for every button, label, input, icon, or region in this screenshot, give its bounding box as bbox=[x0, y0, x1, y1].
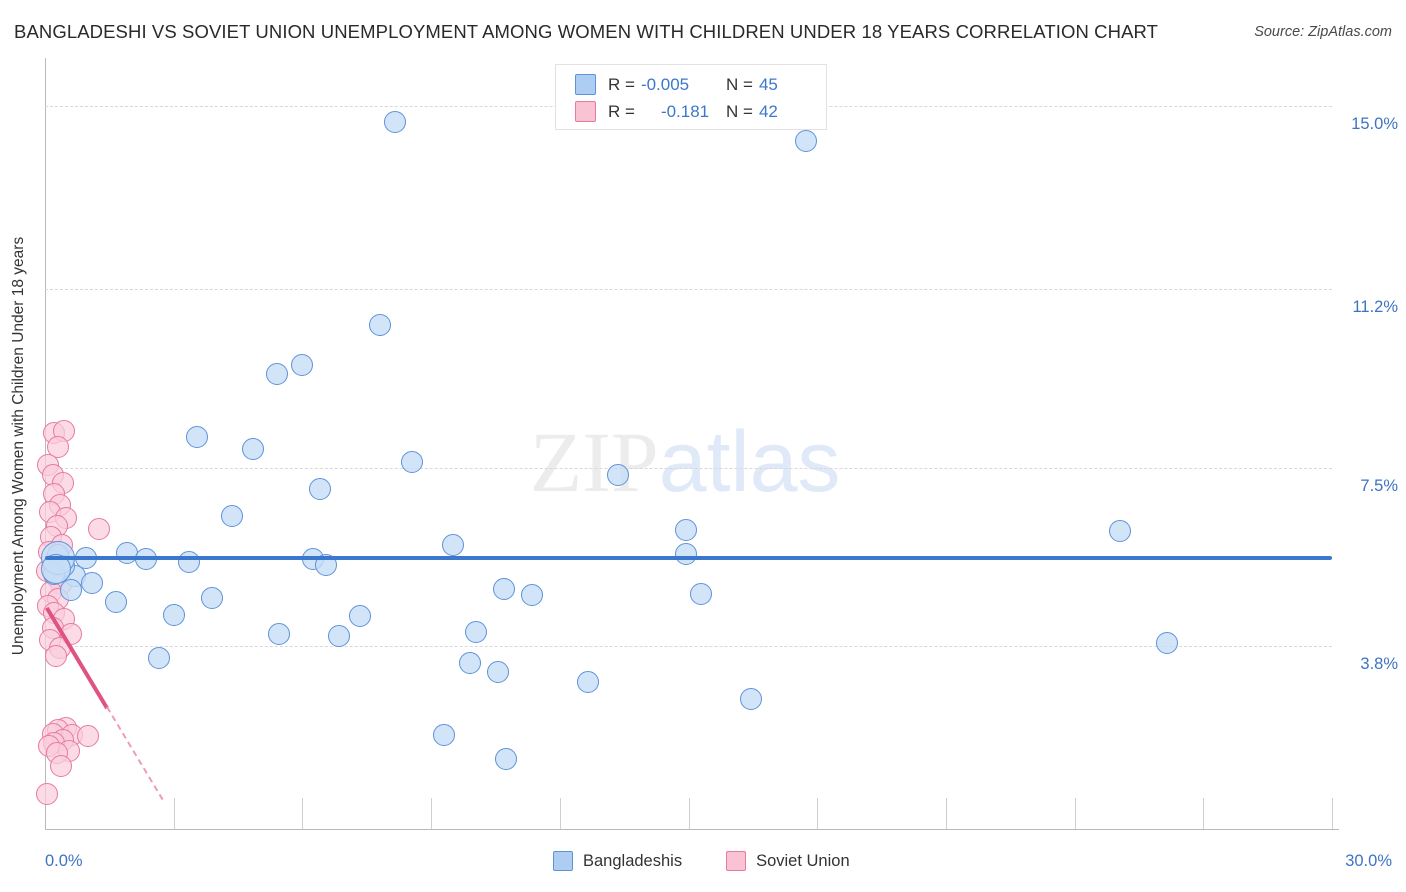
stats-r-value-bangladeshis: -0.005 bbox=[640, 74, 690, 94]
plot-area: ZIPatlas bbox=[45, 58, 1332, 829]
x-axis-line bbox=[45, 829, 1339, 830]
page-title: BANGLADESHI VS SOVIET UNION UNEMPLOYMENT… bbox=[14, 21, 1159, 42]
y-axis-tick-label: 3.8% bbox=[1360, 654, 1398, 673]
stats-n-bangladeshis: N = 45 bbox=[726, 75, 778, 95]
x-axis-tick bbox=[688, 798, 690, 829]
correlation-stats-box: R = -0.005 N = 45 R = -0.181 N = 42 bbox=[555, 64, 827, 130]
stats-r-label-bangladeshis: R = bbox=[608, 74, 635, 94]
y-axis-tick-label: 11.2% bbox=[1352, 298, 1398, 317]
data-point-bangladeshis[interactable] bbox=[349, 605, 372, 627]
data-point-bangladeshis[interactable] bbox=[675, 519, 698, 542]
legend-item-bangladeshis[interactable]: Bangladeshis bbox=[553, 851, 682, 871]
data-point-bangladeshis[interactable] bbox=[186, 426, 209, 449]
data-point-bangladeshis[interactable] bbox=[576, 671, 599, 694]
stats-n-soviet-union: N = 42 bbox=[726, 102, 778, 122]
data-point-bangladeshis[interactable] bbox=[795, 129, 818, 152]
stats-r-soviet-union: R = -0.181 bbox=[608, 102, 720, 122]
trendline-bangladeshis bbox=[45, 556, 1332, 560]
gridline bbox=[45, 289, 1332, 291]
watermark-zip: ZIP bbox=[529, 414, 659, 511]
x-axis-tick bbox=[173, 798, 175, 829]
data-point-soviet-union[interactable] bbox=[46, 436, 69, 459]
data-point-bangladeshis[interactable] bbox=[493, 578, 516, 601]
data-point-bangladeshis[interactable] bbox=[147, 646, 170, 669]
x-axis-tick bbox=[1074, 798, 1076, 829]
data-point-soviet-union[interactable] bbox=[50, 755, 73, 778]
y-axis-title: Unemployment Among Women with Children U… bbox=[10, 236, 27, 656]
data-point-bangladeshis[interactable] bbox=[267, 622, 290, 645]
data-point-bangladeshis[interactable] bbox=[465, 621, 488, 644]
data-point-bangladeshis[interactable] bbox=[327, 625, 350, 648]
stats-r-bangladeshis: R = -0.005 bbox=[608, 75, 720, 95]
data-point-bangladeshis[interactable] bbox=[242, 438, 265, 461]
stats-swatch-soviet-union bbox=[575, 101, 596, 122]
data-point-bangladeshis[interactable] bbox=[177, 550, 200, 573]
stats-swatch-bangladeshis bbox=[575, 74, 596, 95]
series-legend: Bangladeshis Soviet Union bbox=[553, 851, 882, 871]
x-axis-tick bbox=[945, 798, 947, 829]
data-point-bangladeshis[interactable] bbox=[486, 661, 509, 684]
stats-n-value-bangladeshis: 45 bbox=[758, 74, 778, 94]
gridline bbox=[45, 645, 1332, 647]
data-point-bangladeshis[interactable] bbox=[432, 724, 455, 747]
data-point-bangladeshis[interactable] bbox=[220, 504, 243, 527]
data-point-bangladeshis[interactable] bbox=[162, 603, 185, 626]
data-point-bangladeshis[interactable] bbox=[458, 651, 481, 674]
stats-row-bangladeshis: R = -0.005 N = 45 bbox=[556, 71, 826, 98]
data-point-bangladeshis[interactable] bbox=[690, 582, 713, 605]
data-point-soviet-union[interactable] bbox=[36, 783, 59, 806]
x-axis-tick-label-min: 0.0% bbox=[45, 852, 83, 870]
y-axis-tick-label: 7.5% bbox=[1360, 476, 1398, 495]
stats-r-label-soviet-union: R = bbox=[608, 101, 635, 121]
x-axis-tick bbox=[1332, 798, 1333, 829]
y-axis-tick-label: 15.0% bbox=[1351, 115, 1398, 134]
x-axis-tick bbox=[1203, 798, 1205, 829]
data-point-bangladeshis[interactable] bbox=[59, 579, 82, 602]
x-axis-tick bbox=[302, 798, 304, 829]
data-point-bangladeshis[interactable] bbox=[115, 542, 138, 565]
legend-swatch-bangladeshis bbox=[553, 851, 573, 871]
gridline bbox=[45, 467, 1332, 469]
data-point-soviet-union[interactable] bbox=[76, 725, 99, 748]
legend-item-soviet-union[interactable]: Soviet Union bbox=[726, 851, 850, 871]
data-point-bangladeshis[interactable] bbox=[383, 111, 406, 134]
data-point-bangladeshis[interactable] bbox=[441, 533, 464, 556]
source-label: Source: ZipAtlas.com bbox=[1254, 24, 1392, 40]
data-point-bangladeshis[interactable] bbox=[739, 687, 762, 710]
stats-n-label-bangladeshis: N = bbox=[726, 74, 753, 94]
legend-swatch-soviet-union bbox=[726, 851, 747, 871]
data-point-bangladeshis[interactable] bbox=[1155, 632, 1178, 655]
data-point-bangladeshis[interactable] bbox=[1108, 520, 1131, 543]
data-point-bangladeshis[interactable] bbox=[81, 572, 104, 595]
watermark-atlas: atlas bbox=[658, 414, 841, 511]
data-point-bangladeshis[interactable] bbox=[495, 748, 518, 771]
watermark: ZIPatlas bbox=[530, 419, 841, 505]
data-point-bangladeshis[interactable] bbox=[520, 584, 543, 607]
data-point-bangladeshis[interactable] bbox=[201, 586, 224, 609]
data-point-bangladeshis[interactable] bbox=[368, 314, 391, 337]
x-axis-tick bbox=[559, 798, 561, 829]
data-point-bangladeshis[interactable] bbox=[606, 463, 629, 486]
legend-label-bangladeshis: Bangladeshis bbox=[583, 851, 683, 870]
data-point-bangladeshis[interactable] bbox=[291, 354, 314, 377]
stats-n-value-soviet-union: 42 bbox=[758, 101, 778, 121]
x-axis-tick bbox=[431, 798, 433, 829]
x-axis-tick bbox=[817, 798, 819, 829]
data-point-soviet-union[interactable] bbox=[87, 518, 110, 541]
stats-r-value-soviet-union: -0.181 bbox=[660, 101, 710, 121]
data-point-bangladeshis[interactable] bbox=[265, 362, 288, 385]
stats-row-soviet-union: R = -0.181 N = 42 bbox=[556, 98, 826, 125]
data-point-bangladeshis[interactable] bbox=[104, 590, 127, 613]
legend-label-soviet-union: Soviet Union bbox=[756, 851, 850, 870]
data-point-bangladeshis[interactable] bbox=[308, 478, 331, 501]
data-point-bangladeshis[interactable] bbox=[400, 450, 423, 473]
y-axis-line bbox=[45, 58, 46, 829]
data-point-soviet-union[interactable] bbox=[44, 645, 67, 668]
x-axis-tick-label-max: 30.0% bbox=[1345, 852, 1392, 870]
stats-n-label-soviet-union: N = bbox=[726, 101, 753, 121]
